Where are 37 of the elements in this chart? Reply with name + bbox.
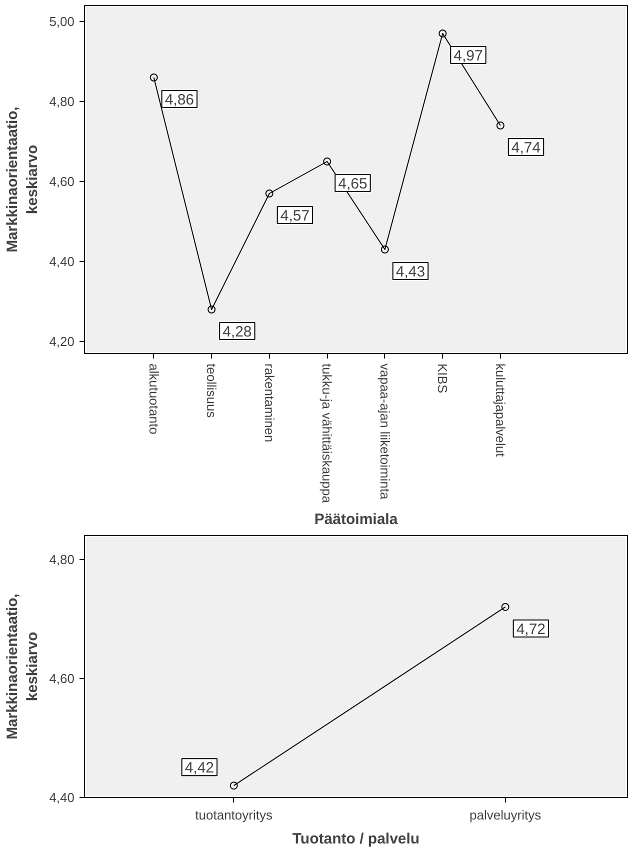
point: [323, 158, 332, 166]
y-tick-label: 5,00: [49, 14, 75, 29]
y-tick-label: 4,40: [49, 790, 75, 805]
data-label: 4,65: [338, 176, 368, 192]
y-axis-title: Markkinaorientaatio, keskiarvo: [4, 106, 42, 252]
point: [438, 30, 447, 38]
point: [380, 246, 389, 254]
data-label: 4,72: [516, 620, 546, 638]
x-axis-title: Päätoimiala: [314, 510, 398, 528]
x-tick-label: teollisuus: [204, 364, 220, 418]
data-label: 4,97: [454, 48, 483, 64]
data-label: 4,86: [164, 92, 194, 108]
data-label: 4,28: [222, 324, 252, 340]
x-tick-label: palveluyritys: [470, 808, 542, 822]
point: [208, 306, 216, 314]
data-label: 4,57: [280, 208, 310, 224]
y-tick-label: 4,60: [49, 670, 75, 686]
x-tick-label: tuotantoyritys: [195, 808, 273, 822]
y-axis-title: Markkinaorientaatio, keskiarvo: [4, 594, 42, 740]
x-tick-label: rakentaminen: [262, 364, 277, 442]
x-axis-title: Tuotanto / palvelu: [292, 830, 420, 848]
y-tick-label: 4,40: [49, 254, 75, 269]
data-label: 4,74: [511, 140, 541, 156]
x-tick-label: tukku-ja vähittäiskauppa: [320, 364, 335, 504]
y-tick-label: 4,60: [49, 174, 75, 189]
y-tick-label: 4,80: [49, 552, 75, 567]
data-label: 4,42: [184, 760, 214, 777]
x-tick-label: alkutuotanto: [146, 364, 162, 434]
data-label: 4,43: [396, 264, 426, 280]
point: [496, 122, 504, 130]
y-tick-label: 4,20: [49, 334, 75, 349]
point: [150, 74, 158, 82]
x-tick-label: kuluttajapalvelut: [492, 364, 508, 458]
x-tick-label: vapaa-ajan liiketoiminta: [377, 364, 392, 500]
x-tick-label: KIBS: [435, 364, 450, 394]
y-tick-label: 4,80: [49, 94, 75, 109]
point: [265, 190, 274, 198]
